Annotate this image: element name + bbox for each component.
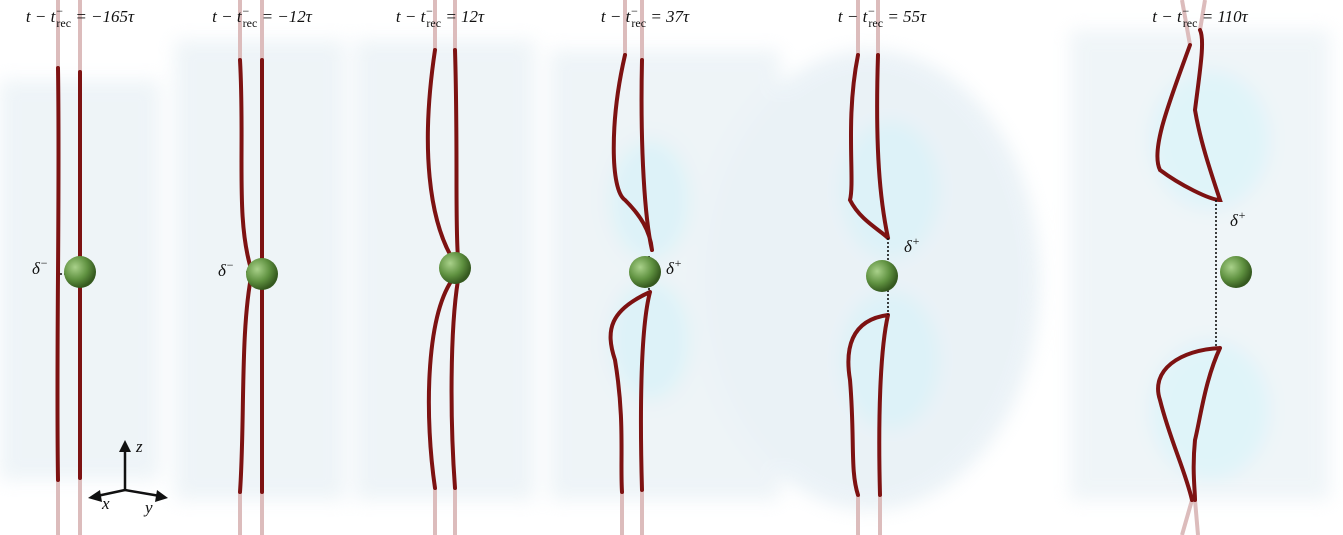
title-main: t − t xyxy=(26,7,57,26)
delta-sup: + xyxy=(912,234,920,248)
title-sub: rec xyxy=(56,16,71,30)
title-sub: rec xyxy=(243,16,258,30)
title-main: t − t xyxy=(212,7,243,26)
title-main: t − t xyxy=(396,7,427,26)
delta-sup: − xyxy=(226,258,234,272)
panel-title: t − t−rec = 55τ xyxy=(838,4,927,30)
title-rest: = 12τ xyxy=(441,7,485,26)
background-field xyxy=(0,30,1330,510)
delta-sup: + xyxy=(1238,208,1246,222)
title-sub: rec xyxy=(1183,16,1198,30)
axis-label: y xyxy=(143,498,153,517)
delta-sup: + xyxy=(674,256,682,270)
title-sub: rec xyxy=(631,16,646,30)
title-rest: = 55τ xyxy=(883,7,927,26)
axis-label: z xyxy=(135,437,143,456)
figure: t − t − rec = −165τ t − t − rec = −12τ t − t−r… xyxy=(0,0,1343,535)
title-main: t − t xyxy=(1152,7,1183,26)
panel-title: t − t−rec = 12τ xyxy=(396,4,485,30)
title-main: t − t xyxy=(601,7,632,26)
axis-label: x xyxy=(101,494,110,513)
title-rest: = −12τ xyxy=(257,7,312,26)
title-main: t − t xyxy=(838,7,869,26)
delta-sup: − xyxy=(40,256,48,270)
title-rest: = 110τ xyxy=(1197,7,1248,26)
title-rest: = −165τ xyxy=(71,7,135,26)
title-sub: rec xyxy=(868,16,883,30)
panel-title: t − t−rec = 37τ xyxy=(601,4,690,30)
title-sub: rec xyxy=(426,16,441,30)
title-rest: = 37τ xyxy=(646,7,690,26)
